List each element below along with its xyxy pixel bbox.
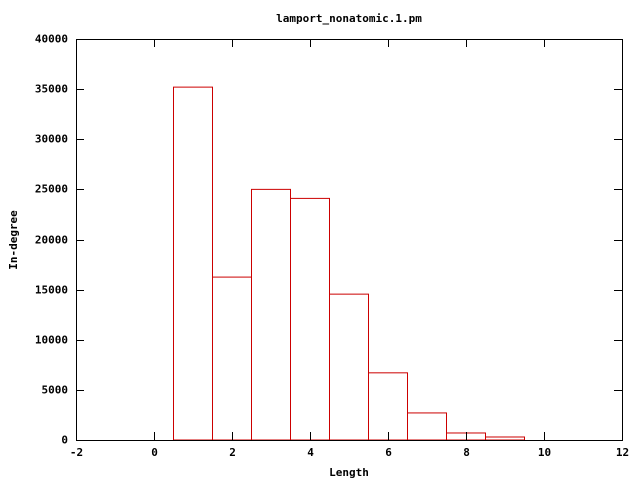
x-tick-label: -2 <box>70 446 83 459</box>
y-axis-label: In-degree <box>7 210 20 270</box>
bar <box>329 293 369 441</box>
y-tick-label: 25000 <box>35 183 68 196</box>
y-tick-label: 40000 <box>35 33 68 46</box>
x-tick-label: 10 <box>538 446 551 459</box>
x-tick-label: 12 <box>616 446 629 459</box>
bar <box>212 276 252 441</box>
y-tick-label: 15000 <box>35 284 68 297</box>
bar <box>485 436 525 441</box>
y-tick-label: 30000 <box>35 133 68 146</box>
y-tick-label: 35000 <box>35 83 68 96</box>
bar <box>290 197 330 441</box>
x-tick-label: 0 <box>151 446 158 459</box>
bar <box>173 86 213 441</box>
y-tick-label: 5000 <box>42 384 69 397</box>
x-tick-label: 2 <box>229 446 236 459</box>
x-tick-label: 8 <box>463 446 470 459</box>
y-tick-label: 20000 <box>35 234 68 247</box>
x-tick-label: 4 <box>307 446 314 459</box>
bar <box>368 372 408 441</box>
x-tick-label: 6 <box>385 446 392 459</box>
bar <box>251 188 291 441</box>
bar <box>407 412 447 441</box>
chart-title: lamport_nonatomic.1.pm <box>276 12 422 25</box>
plot-border <box>76 39 623 441</box>
x-axis-label: Length <box>329 466 369 479</box>
y-tick-label: 10000 <box>35 334 68 347</box>
y-tick-label: 0 <box>61 434 68 447</box>
